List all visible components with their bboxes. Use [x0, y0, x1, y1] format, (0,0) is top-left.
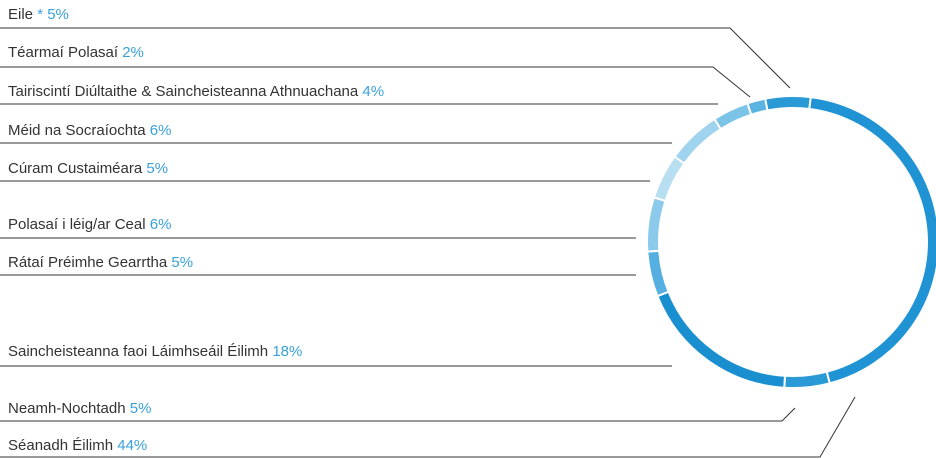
label-value: 18%: [272, 343, 302, 360]
segment-label: Méid na Socraíochta 6%: [8, 122, 171, 139]
segment-label: Neamh-Nochtadh 5%: [8, 400, 151, 417]
label-name: Saincheisteanna faoi Láimhseáil Éilimh: [8, 343, 268, 360]
donut-segment: [763, 95, 812, 112]
label-name: Neamh-Nochtadh: [8, 400, 126, 417]
label-name: Polasaí i léig/ar Ceal: [8, 216, 146, 233]
donut-segment: [712, 102, 753, 131]
donut-segment: [783, 370, 832, 389]
donut-segment: [673, 117, 723, 166]
label-name: Cúram Custaiméara: [8, 160, 143, 177]
donut-segment: [646, 196, 667, 253]
segment-label: Séanadh Éilimh 44%: [8, 437, 147, 454]
label-name: Séanadh Éilimh: [8, 437, 113, 454]
label-value: * 5%: [37, 6, 69, 23]
label-value: 2%: [122, 44, 144, 61]
donut-segment: [808, 95, 936, 385]
label-name: Rátaí Préimhe Gearrtha: [8, 254, 168, 271]
label-value: 4%: [362, 83, 384, 100]
segment-label: Cúram Custaiméara 5%: [8, 160, 168, 177]
label-value: 5%: [171, 254, 193, 271]
label-name: Méid na Socraíochta: [8, 122, 146, 139]
segment-label: Téarmaí Polasaí 2%: [8, 44, 144, 61]
label-name: Eile: [8, 6, 33, 23]
leader-line: [0, 396, 856, 458]
label-name: Téarmaí Polasaí: [8, 44, 119, 61]
donut-segment: [646, 249, 670, 298]
leader-line: [0, 27, 791, 89]
label-value: 5%: [146, 160, 168, 177]
leader-line: [0, 407, 796, 422]
donut-segment: [652, 155, 686, 203]
segment-label: Tairiscintí Diúltaithe & Saincheisteanna…: [8, 83, 384, 100]
label-value: 6%: [150, 122, 172, 139]
leader-line: [0, 66, 751, 98]
donut-segment: [656, 290, 787, 389]
segment-label: Polasaí i léig/ar Ceal 6%: [8, 216, 171, 233]
label-value: 44%: [117, 437, 147, 454]
segment-label: Saincheisteanna faoi Láimhseáil Éilimh 1…: [8, 343, 302, 360]
segment-label: Eile * 5%: [8, 6, 69, 23]
label-value: 5%: [130, 400, 152, 417]
label-value: 6%: [150, 216, 172, 233]
label-name: Tairiscintí Diúltaithe & Saincheisteanna…: [8, 83, 359, 100]
segment-label: Rátaí Préimhe Gearrtha 5%: [8, 254, 193, 271]
